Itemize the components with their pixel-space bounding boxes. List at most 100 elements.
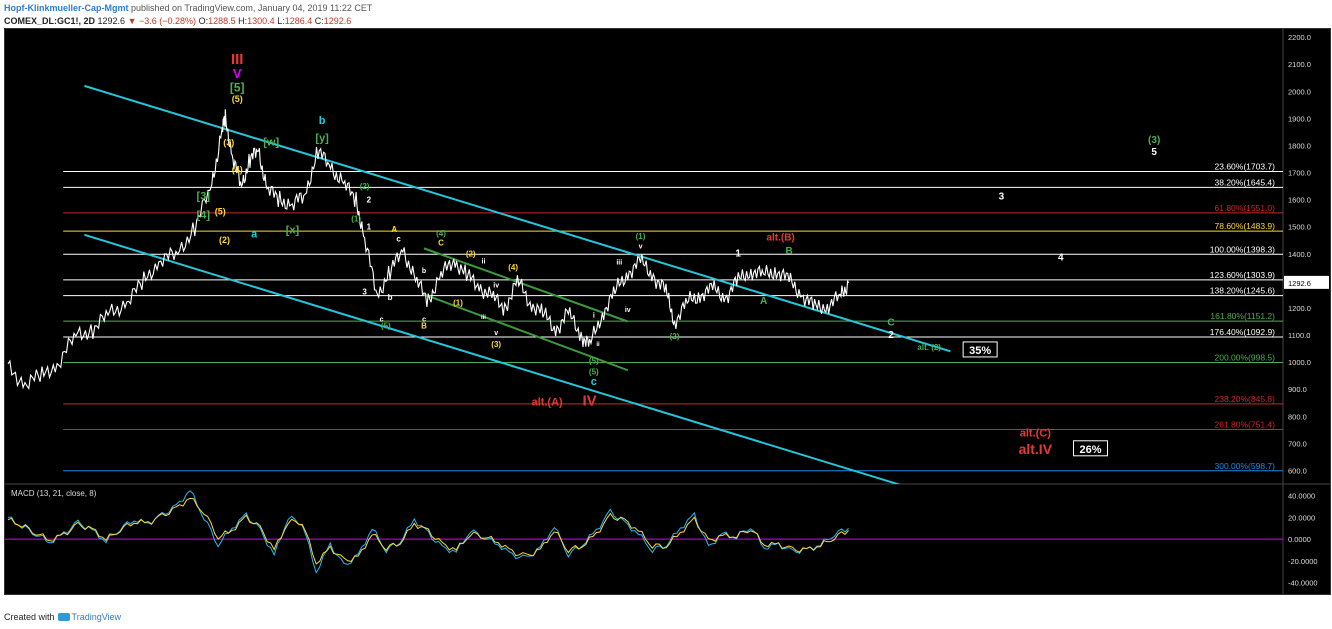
wave-label: iv [625, 307, 631, 314]
wave-label: C [887, 318, 894, 329]
fib-level-label: 61.80%(1551.0) [1215, 203, 1276, 213]
symbol-info: COMEX_DL:GC1!, 2D 1292.6 ▼ −3.6 (−0.28%)… [4, 16, 351, 26]
wave-label: 1 [367, 222, 372, 231]
wave-label: (5) [589, 356, 599, 365]
price-axis-tick: 1400.0 [1288, 250, 1311, 259]
chart-panel[interactable]: 23.60%(1703.7) 38.20%(1645.4) 61.80%(1551.… [4, 28, 1331, 595]
wave-label: 3 [362, 287, 367, 296]
wave-label: b [319, 115, 326, 127]
time-axis-tick: 2018 [755, 593, 772, 594]
wave-label: 4 [1058, 253, 1064, 264]
wave-label: (4) [508, 263, 518, 272]
wave-label: 5 [1151, 147, 1157, 158]
wave-label: (5) [589, 367, 599, 376]
price-chart-svg[interactable]: 23.60%(1703.7) 38.20%(1645.4) 61.80%(1551.… [5, 29, 1330, 594]
wave-label: (1) [636, 232, 646, 241]
probability-box [1073, 440, 1109, 457]
wave-label: b [422, 268, 426, 275]
time-axis-tick: 2010 [76, 593, 93, 594]
wave-label: (5) [232, 94, 243, 104]
price-axis-tick: 1700.0 [1288, 169, 1311, 178]
fib-level-label: 323.60%(504.3) [1215, 486, 1276, 496]
wave-label: a [251, 229, 258, 241]
macd-title: MACD (13, 21, close, 8) [11, 489, 97, 498]
time-axis-tick: 2019 [840, 593, 857, 594]
macd-axis-tick: 40.0000 [1288, 492, 1315, 501]
fib-level-label: 176.40%(1092.9) [1210, 327, 1275, 337]
wave-label: B [785, 246, 792, 257]
author-link[interactable]: Hopf-Klinkmueller-Cap-Mgmt [4, 3, 129, 13]
time-axis-tick: 2017 [670, 593, 687, 594]
wave-label: v [494, 330, 498, 337]
wave-label: alt. (2) [917, 343, 941, 352]
ohlc-high: 1300.4 [247, 16, 275, 26]
ohlc-c-label: C: [314, 16, 324, 26]
price-axis-tick: 600.0 [1288, 466, 1307, 475]
macd-axis-tick: 0.0000 [1288, 535, 1311, 544]
price-change: −3.6 (−0.28%) [139, 16, 197, 26]
channel-line [423, 293, 629, 372]
channel-line [84, 84, 951, 353]
price-axis-tick: 1900.0 [1288, 114, 1311, 123]
wave-label: iii [616, 260, 622, 267]
wave-label: (4) [232, 165, 243, 175]
probability-box [962, 341, 998, 358]
ohlc-close: 1292.6 [323, 16, 352, 26]
wave-label: IV [582, 392, 596, 409]
ohlc-low: 1286.4 [284, 16, 313, 26]
last-price-tick: 1292.6 [1288, 279, 1311, 288]
wave-label: (5) [215, 207, 226, 217]
wave-label: III [231, 51, 244, 68]
wave-label: 2 [888, 330, 894, 341]
publish-info: Hopf-Klinkmueller-Cap-Mgmt published on … [4, 3, 372, 13]
wave-label: v [639, 243, 643, 250]
wave-label: (1) [453, 298, 463, 307]
wave-label: [x] [286, 224, 300, 236]
time-axis-tick: 2013 [331, 593, 348, 594]
wave-label: V [233, 66, 242, 81]
created-with-text: Created with [4, 612, 55, 622]
price-axis-tick: 1200.0 [1288, 304, 1311, 313]
fib-level-label: 161.80%(1151.2) [1210, 311, 1275, 321]
ohlc-o-label: O: [198, 16, 209, 26]
time-axis-tick: 2011 [161, 593, 177, 594]
wave-label: A [391, 225, 397, 234]
wave-label: (5) [381, 321, 391, 330]
tradingview-link[interactable]: TradingView [71, 612, 122, 622]
wave-label: [3] [197, 191, 211, 203]
wave-label: ii [482, 258, 486, 265]
price-axis-tick: 1100.0 [1288, 331, 1310, 340]
wave-label: A [760, 296, 767, 307]
wave-label: alt.(B) [766, 232, 794, 243]
wave-label: (4) [436, 229, 446, 238]
macd-axis-tick: -40.0000 [1288, 578, 1318, 587]
time-axis-tick: 2015 [501, 593, 518, 594]
footer: Created with TradingView [4, 612, 121, 622]
wave-label: c [380, 317, 384, 324]
wave-label: b [388, 293, 393, 302]
wave-label: (2) [360, 182, 370, 191]
wave-label: (3) [223, 137, 234, 147]
publish-text: published on TradingView.com, January 04… [131, 3, 373, 13]
ohlc-h-label: H: [238, 16, 248, 26]
wave-label: [5] [230, 80, 245, 94]
wave-label: i [593, 312, 595, 319]
symbol-label: COMEX_DL:GC1!, 2D [4, 16, 96, 26]
wave-label: 3 [999, 192, 1005, 203]
macd-series-macd [7, 490, 849, 574]
price-axis-tick: 900.0 [1288, 385, 1307, 394]
channel-line [84, 233, 901, 484]
wave-label: iii [481, 315, 486, 321]
macd-axis-tick: -20.0000 [1288, 557, 1318, 566]
wave-label: (3) [491, 340, 501, 349]
fib-level-label: 23.60%(1703.7) [1215, 162, 1276, 172]
down-arrow-icon: ▼ [127, 16, 137, 26]
wave-label: c [396, 235, 401, 244]
wave-label: ii [596, 342, 600, 348]
ohlc-l-label: L: [277, 16, 285, 26]
wave-label: c [591, 376, 597, 388]
price-axis-tick: 1500.0 [1288, 223, 1311, 232]
price-axis-tick: 800.0 [1288, 412, 1307, 421]
macd-series-signal [7, 497, 849, 565]
wave-label: [y] [315, 132, 329, 144]
